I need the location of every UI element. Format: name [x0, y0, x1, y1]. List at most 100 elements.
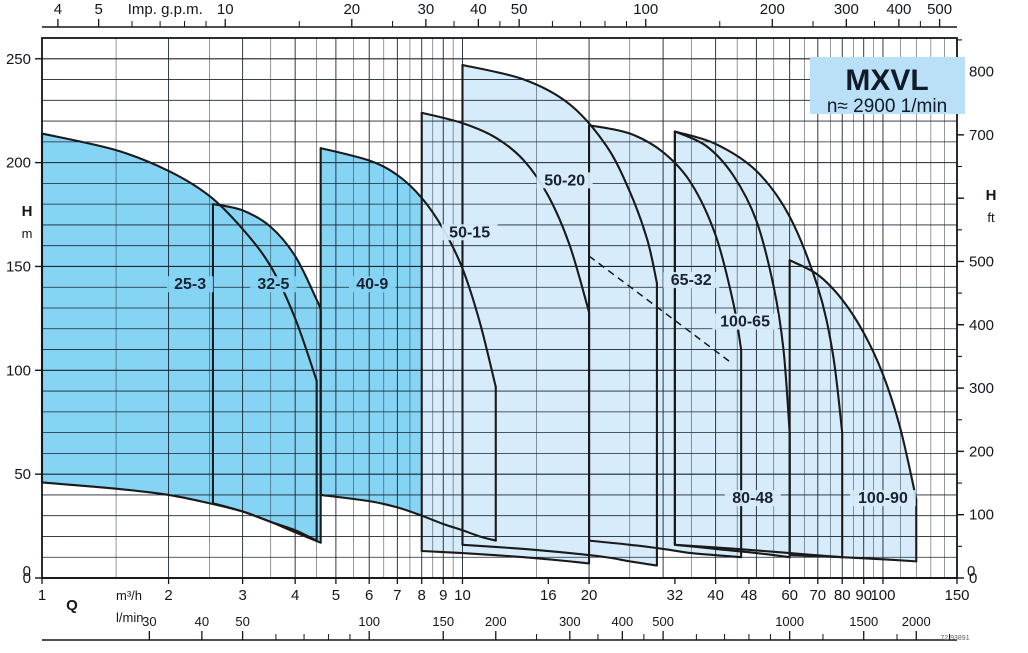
text-element: 5: [332, 587, 340, 604]
text-element: 150: [6, 258, 31, 275]
text-element: 40-9: [356, 276, 388, 293]
title-box-fill: [810, 57, 965, 114]
curve-label-25-3: 25-3: [166, 276, 214, 293]
text-element: 32: [667, 587, 684, 604]
text-element: 50: [14, 466, 31, 483]
plot-frame: [41, 37, 958, 579]
text-element: 30: [142, 614, 156, 629]
text-element: 100-90: [858, 490, 908, 507]
curve-label-32-5: 32-5: [250, 276, 297, 293]
speed-subtitle: n≈ 2900 1/min: [827, 96, 947, 117]
rect-element: [536, 172, 593, 189]
curve-label-50-20: 50-20: [536, 172, 593, 189]
lower-curve-50-20: [461, 543, 658, 567]
text-element: 150: [944, 587, 969, 604]
text-element: 250: [6, 51, 31, 68]
text-element: 2: [164, 587, 172, 604]
rect-element: [663, 272, 720, 289]
curve-label-100-65: 100-65: [712, 313, 778, 331]
text-element: 60: [781, 587, 798, 604]
text-element: 65-32: [671, 272, 712, 289]
text-element: 0: [969, 570, 977, 587]
text-element: 500: [927, 1, 952, 18]
rect-element: [349, 276, 396, 293]
curve-labels: 25-3 32-5 40-9 50-15 50-20 65-32 80-48 100-65 10…: [166, 172, 916, 507]
upper-curve-50-20: [461, 63, 658, 285]
text-element: 5: [94, 1, 102, 18]
curve-label-80-48: 80-48: [724, 490, 781, 507]
text-element: 400: [611, 614, 633, 629]
x-unit-m3h: m³/h: [116, 588, 142, 603]
text-element: 4: [54, 1, 62, 18]
upper-curve-65-32: [588, 124, 743, 351]
text-element: 200: [485, 614, 507, 629]
text-element: 40: [707, 587, 724, 604]
text-element: 500: [652, 614, 674, 629]
y-left-axis-title: H m: [22, 203, 33, 241]
y-right-unit: ft: [987, 210, 995, 225]
text-element: 50: [511, 1, 528, 18]
curve-label-100-90: 100-90: [850, 490, 916, 507]
text-element: 3: [238, 587, 246, 604]
curve-label-40-9: 40-9: [349, 276, 396, 293]
text-element: 100: [633, 1, 658, 18]
text-element: 50: [235, 614, 249, 629]
text-element: 8: [418, 587, 426, 604]
text-element: 80: [834, 587, 851, 604]
rect-element: [724, 490, 781, 507]
lower-curve-100-90: [788, 554, 918, 563]
text-element: 9: [439, 587, 447, 604]
text-element: 7: [393, 587, 401, 604]
rect-element: [250, 276, 297, 293]
text-element: 100: [969, 507, 994, 524]
text-element: 500: [969, 253, 994, 270]
text-element: 20: [343, 1, 360, 18]
text-element: 700: [969, 127, 994, 144]
text-element: 4: [291, 587, 299, 604]
upper-curve-80-48: [673, 130, 791, 434]
text-element: 30: [418, 1, 435, 18]
text-element: 1: [38, 587, 46, 604]
lower-curve-40-9: [319, 493, 497, 542]
curve-label-65-32: 65-32: [663, 272, 720, 289]
lower-curve-65-32: [588, 539, 743, 559]
lower-curve-50-15: [420, 549, 591, 565]
text-element: 40: [195, 614, 209, 629]
text-element: 20: [581, 587, 598, 604]
upper-curve-40-9: [319, 147, 497, 388]
y-left-unit: m: [22, 226, 33, 241]
text-element: 300: [969, 380, 994, 397]
text-element: 70: [809, 587, 826, 604]
rect-element: [166, 276, 214, 293]
y-right-label: H: [986, 187, 997, 204]
rect-element: [712, 313, 778, 330]
title-box: MXVL n≈ 2900 1/min: [810, 57, 965, 117]
text-element: 10: [454, 587, 471, 604]
text-element: 25-3: [174, 276, 206, 293]
text-element: 200: [760, 1, 785, 18]
document-code: 72.93891: [940, 635, 969, 642]
text-element: 0: [23, 570, 31, 587]
text-element: 100: [6, 362, 31, 379]
model-title: MXVL: [845, 64, 928, 97]
upper-curve-25-3: [40, 132, 318, 382]
text-element: 50-20: [544, 172, 585, 189]
upper-curve-100-65: [673, 130, 844, 434]
text-element: 300: [834, 1, 859, 18]
text-element: 200: [969, 443, 994, 460]
text-element: 200: [6, 155, 31, 172]
text-element: 400: [886, 1, 911, 18]
x-unit-lmin: l/min: [116, 610, 143, 625]
curve-label-50-15: 50-15: [441, 224, 498, 241]
rect-element: [850, 490, 916, 507]
x-axis-titles: Q m³/h l/min: [66, 588, 143, 625]
x-top-unit-label: Imp. g.p.m.: [128, 1, 203, 18]
area-100-90: [789, 260, 917, 562]
text-element: 0: [967, 563, 975, 580]
text-element: 6: [365, 587, 373, 604]
text-element: 0: [23, 563, 31, 580]
text-element: 40: [470, 1, 487, 18]
y-left-label: H: [22, 203, 33, 220]
